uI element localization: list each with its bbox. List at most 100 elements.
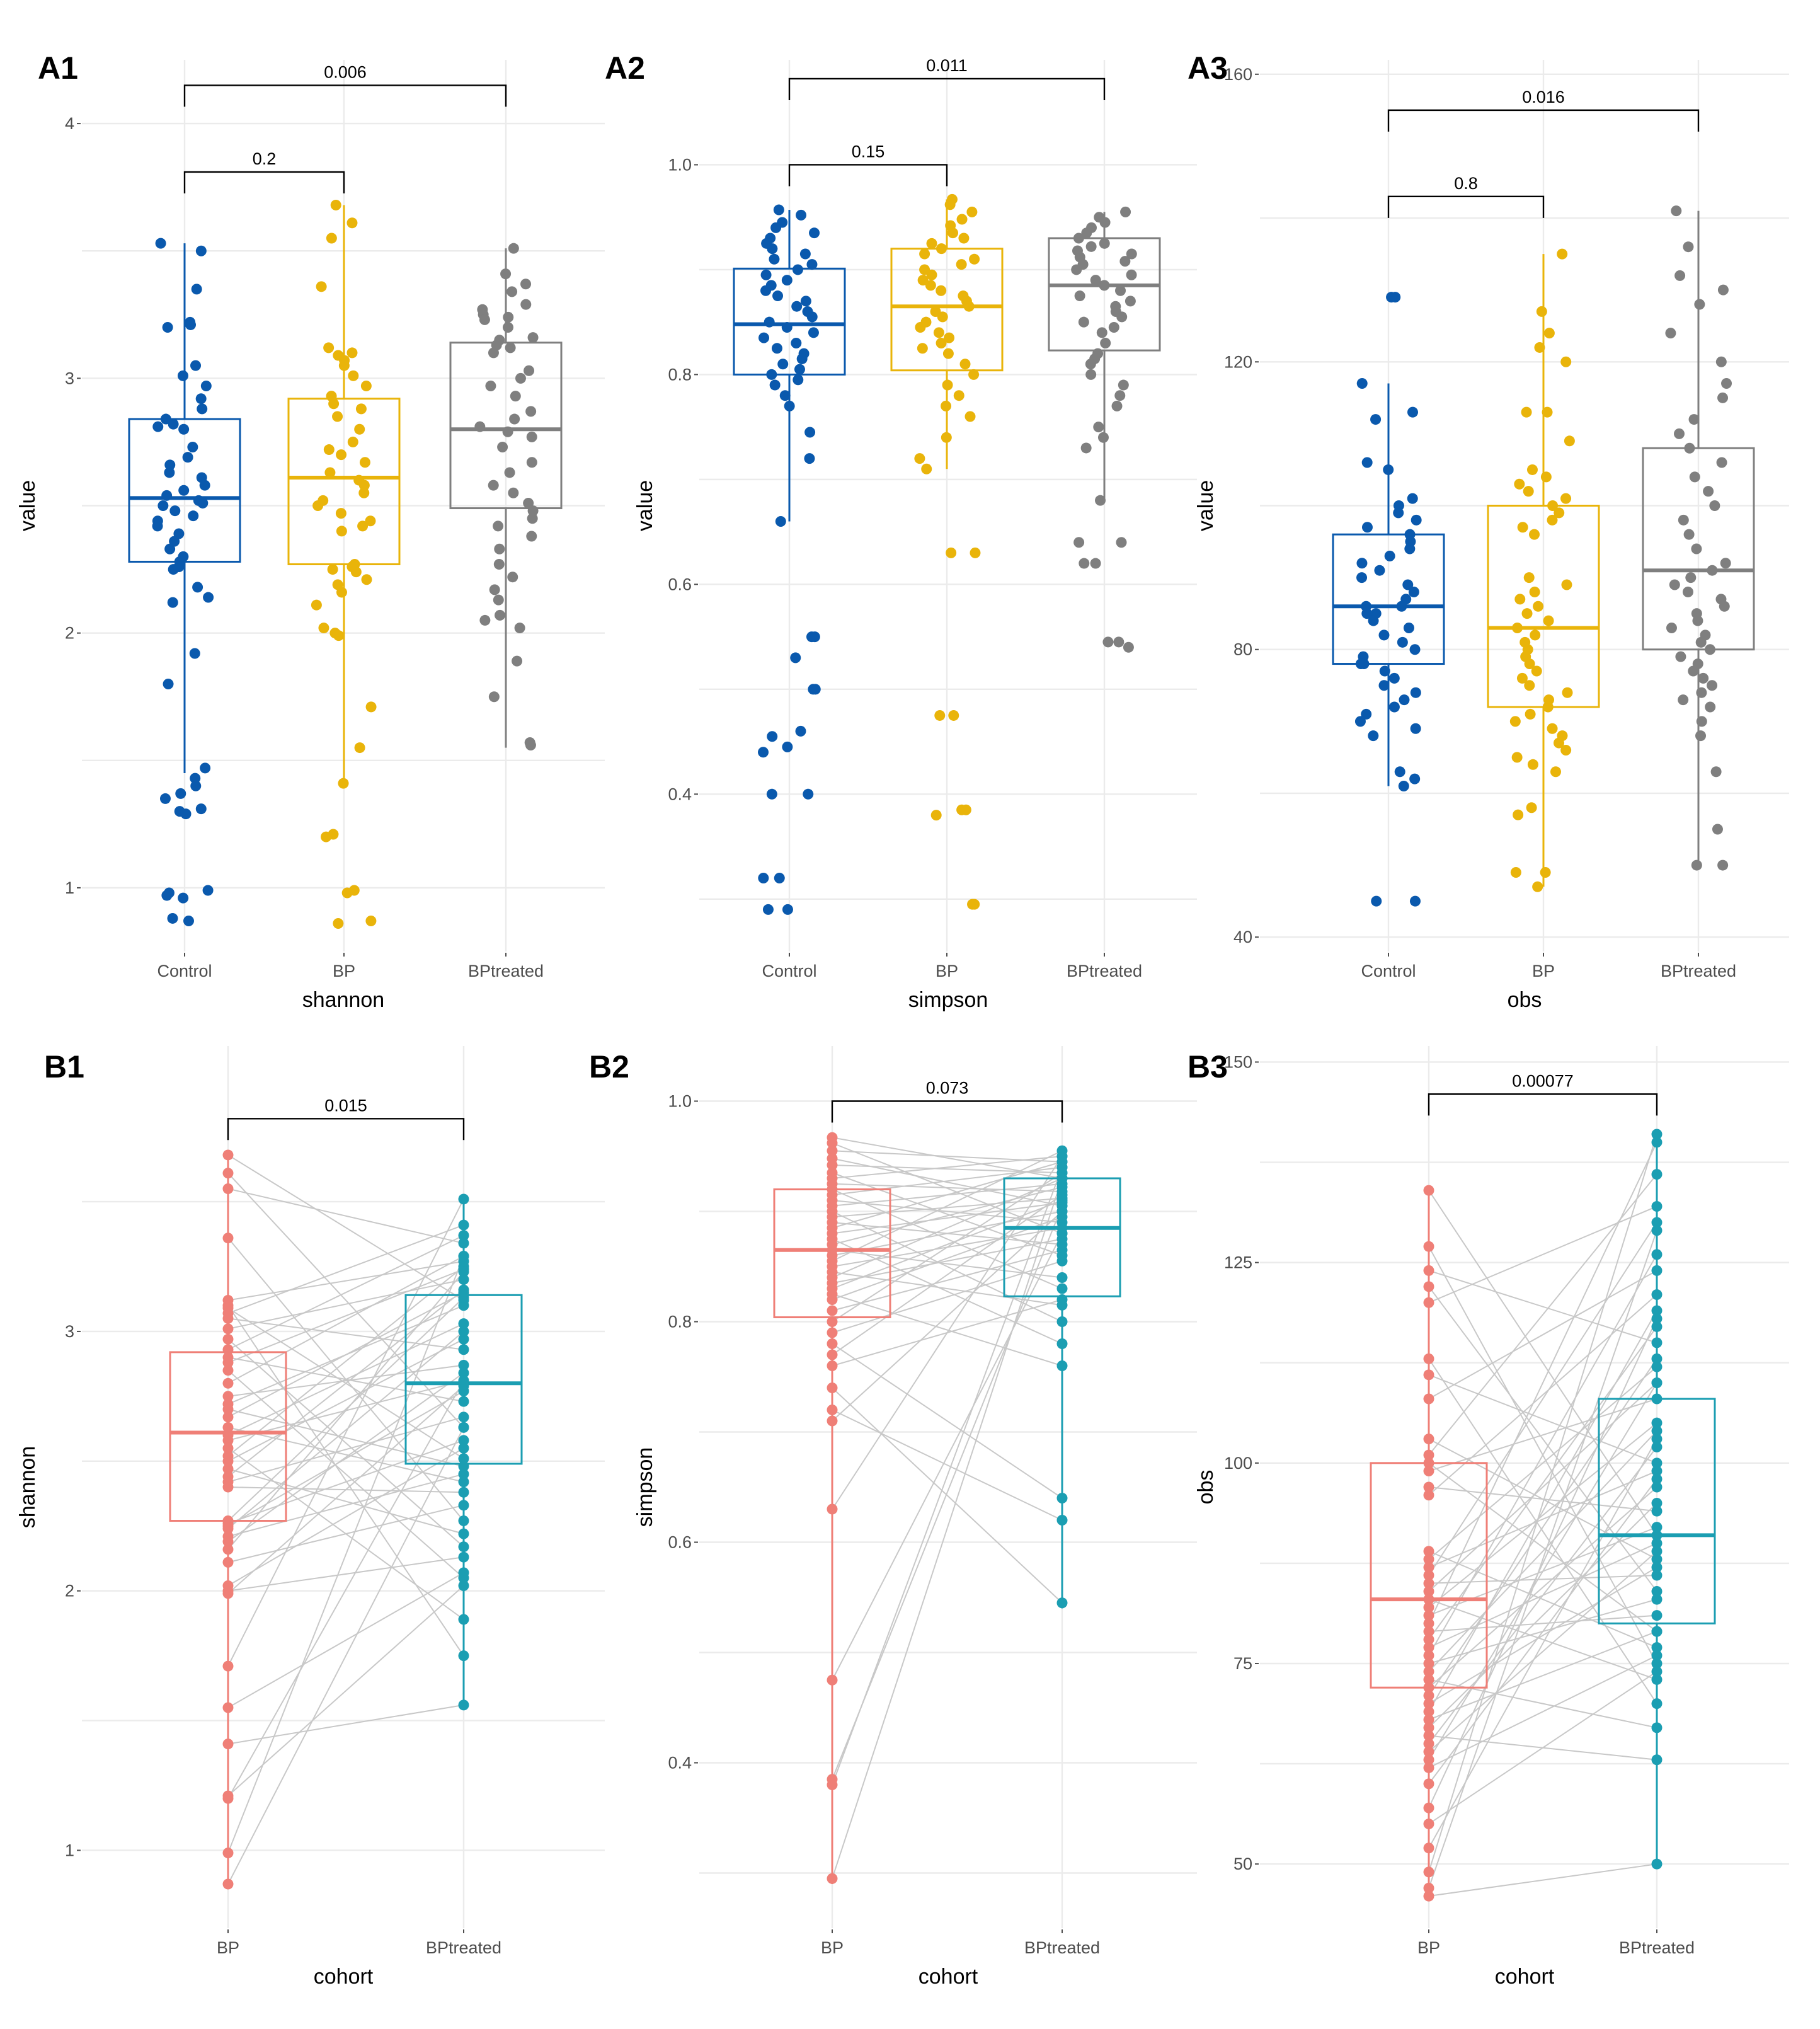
- data-point: [514, 623, 525, 634]
- data-point: [1423, 1570, 1434, 1581]
- data-point: [195, 803, 207, 815]
- data-point: [330, 199, 341, 210]
- data-point: [222, 1357, 234, 1368]
- data-point: [1651, 1377, 1663, 1389]
- pair-line: [227, 1439, 464, 1524]
- data-point: [222, 1442, 234, 1454]
- data-point: [321, 831, 332, 842]
- data-point: [324, 467, 336, 478]
- data-point: [1361, 457, 1373, 468]
- pair-line: [832, 1205, 1063, 1780]
- x-tick-label: BPtreated: [468, 962, 544, 980]
- data-point: [358, 487, 370, 498]
- data-point: [1423, 1457, 1434, 1469]
- data-point: [1116, 311, 1128, 323]
- data-point: [222, 1435, 234, 1446]
- data-point: [1651, 1466, 1663, 1477]
- data-point: [458, 1219, 469, 1231]
- x-tick-label: BP: [936, 962, 958, 980]
- y-tick-label: 0.4: [668, 1754, 692, 1773]
- data-point: [1689, 471, 1700, 483]
- data-point: [1080, 442, 1092, 454]
- data-point: [1553, 737, 1564, 749]
- data-point: [489, 584, 500, 595]
- data-point: [328, 398, 340, 410]
- data-point: [222, 1463, 234, 1474]
- data-point: [1514, 594, 1526, 605]
- data-point: [323, 342, 335, 353]
- data-point: [1651, 1650, 1663, 1661]
- y-tick-label: 0.8: [668, 1313, 692, 1331]
- pair-line: [1428, 1382, 1657, 1592]
- data-point: [942, 379, 953, 391]
- pair-line: [227, 1447, 464, 1587]
- data-point: [758, 332, 770, 343]
- data-point: [527, 505, 539, 517]
- data-point: [458, 1344, 469, 1355]
- y-tick-label: 0.6: [668, 1533, 692, 1552]
- data-point: [222, 1660, 234, 1672]
- pair-line: [227, 1468, 464, 1535]
- data-point: [1394, 766, 1405, 778]
- y-axis-label: value: [633, 480, 657, 531]
- data-point: [1423, 1281, 1434, 1292]
- pair-line: [1428, 1422, 1657, 1608]
- data-point: [795, 725, 806, 737]
- data-point: [926, 269, 937, 280]
- data-point: [1111, 400, 1123, 411]
- data-point: [178, 892, 189, 904]
- data-point: [1423, 1802, 1434, 1813]
- data-point: [222, 1456, 234, 1467]
- data-point: [1517, 522, 1528, 533]
- data-point: [1093, 422, 1104, 433]
- chart-b3: 50 75 100 125 150 BP BPtreated cohort obs B3 0.000…: [1188, 1046, 1789, 1989]
- panel-label: A3: [1188, 50, 1228, 86]
- pair-line: [832, 1293, 1063, 1367]
- pair-line: [1428, 1550, 1657, 1648]
- data-point: [1514, 478, 1525, 490]
- data-point: [1696, 716, 1707, 727]
- data-point: [1554, 507, 1565, 519]
- data-point: [458, 1422, 469, 1433]
- data-point: [1651, 1225, 1663, 1236]
- pair-line: [832, 1260, 1063, 1333]
- data-point: [458, 1375, 469, 1386]
- data-point: [159, 793, 171, 804]
- data-point: [1073, 537, 1085, 548]
- pair-line: [1428, 1599, 1657, 1681]
- pair-line: [227, 1305, 464, 1657]
- data-point: [775, 515, 786, 527]
- data-point: [167, 597, 178, 608]
- data-point: [1512, 622, 1523, 633]
- data-point: [458, 1461, 469, 1472]
- data-point: [1423, 1642, 1434, 1653]
- data-point: [323, 444, 335, 456]
- data-point: [1095, 495, 1106, 506]
- data-point: [1354, 716, 1366, 727]
- data-point: [1682, 586, 1693, 597]
- data-point: [155, 238, 166, 249]
- data-point: [1562, 687, 1573, 698]
- data-point: [458, 1551, 469, 1563]
- data-point: [944, 332, 955, 343]
- data-point: [507, 286, 518, 297]
- data-point: [764, 316, 775, 328]
- data-point: [758, 872, 769, 883]
- data-point: [806, 259, 818, 270]
- pair-line: [832, 1167, 1063, 1785]
- pair-line: [227, 1380, 464, 1799]
- pair-line: [832, 1249, 1063, 1311]
- data-point: [164, 459, 176, 471]
- data-point: [1090, 275, 1101, 286]
- data-point: [175, 788, 186, 799]
- data-point: [782, 904, 793, 915]
- data-point: [515, 372, 526, 384]
- data-point: [493, 520, 504, 532]
- data-point: [827, 1159, 838, 1171]
- data-point: [1651, 1417, 1663, 1428]
- pair-line: [227, 1338, 464, 1462]
- data-point: [203, 592, 214, 603]
- pair-line: [1428, 1551, 1657, 1752]
- pair-line: [227, 1271, 464, 1550]
- data-point: [806, 631, 817, 643]
